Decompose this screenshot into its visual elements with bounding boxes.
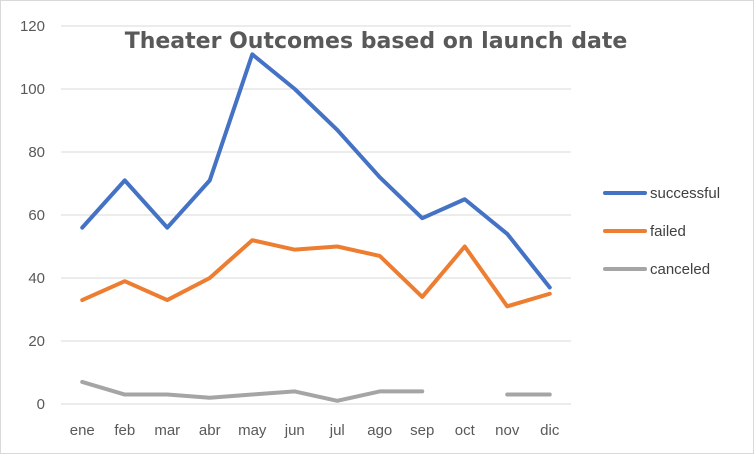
- legend-item-failed: failed: [603, 223, 686, 240]
- series-lines: [80, 52, 552, 403]
- series-successful: [80, 52, 552, 290]
- series-line-segment: [80, 238, 552, 309]
- x-tick-label: oct: [455, 422, 476, 439]
- x-axis-ticks: ene feb mar abr may jun jul ago sep oct nov dic: [70, 422, 560, 439]
- y-axis-ticks: 0 20 40 60 80 100 120: [20, 18, 45, 413]
- y-tick-label: 100: [20, 81, 45, 98]
- x-tick-label: may: [238, 422, 267, 439]
- y-tick-label: 60: [28, 207, 45, 224]
- y-tick-label: 80: [28, 144, 45, 161]
- x-tick-label: jul: [329, 422, 345, 439]
- legend-label: successful: [650, 185, 720, 202]
- y-tick-label: 0: [37, 396, 45, 413]
- x-tick-label: dic: [540, 422, 560, 439]
- y-tick-label: 20: [28, 333, 45, 350]
- legend-label: canceled: [650, 261, 710, 278]
- legend-item-canceled: canceled: [603, 261, 710, 278]
- y-tick-label: 40: [28, 270, 45, 287]
- x-tick-label: feb: [114, 422, 135, 439]
- series-failed: [80, 238, 552, 309]
- x-tick-label: mar: [154, 422, 180, 439]
- x-tick-label: abr: [199, 422, 221, 439]
- x-tick-label: ene: [70, 422, 95, 439]
- x-tick-label: ago: [367, 422, 392, 439]
- legend: successful failed canceled: [603, 185, 720, 278]
- series-line-segment: [80, 52, 552, 290]
- legend-label: failed: [650, 223, 686, 240]
- x-tick-label: sep: [410, 422, 434, 439]
- chart-title: Theater Outcomes based on launch date: [125, 29, 628, 54]
- legend-item-successful: successful: [603, 185, 720, 202]
- series-canceled: [80, 379, 552, 403]
- series-line-segment: [80, 379, 425, 403]
- gridlines: [61, 25, 571, 405]
- x-tick-label: jun: [284, 422, 305, 439]
- y-tick-label: 120: [20, 18, 45, 35]
- x-tick-label: nov: [495, 422, 520, 439]
